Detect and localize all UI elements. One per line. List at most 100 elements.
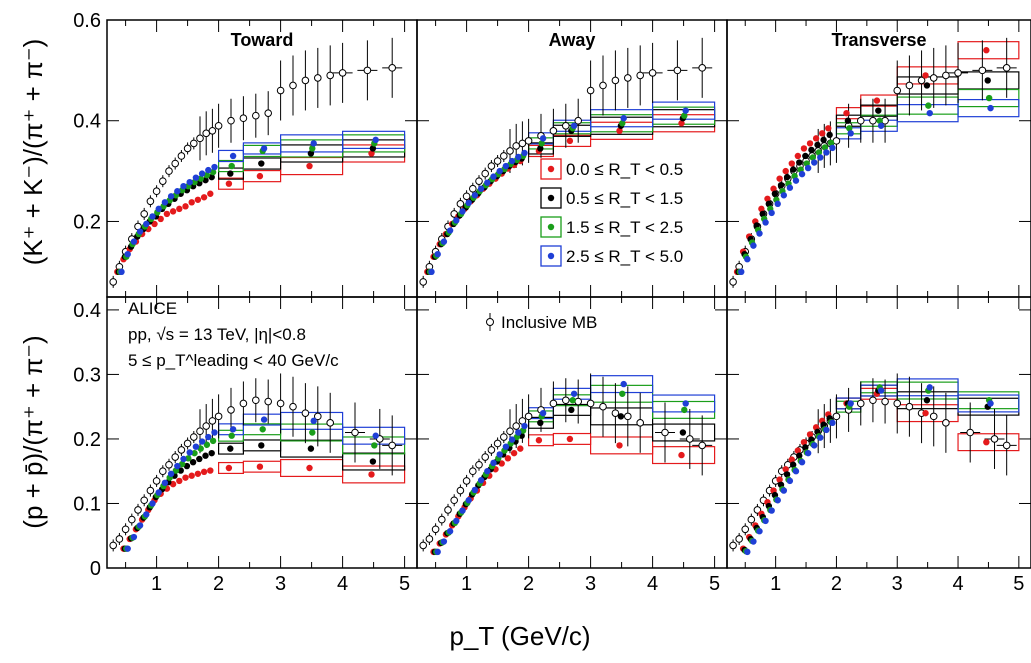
rt-point (369, 145, 377, 152)
rt-point (877, 122, 885, 129)
rt-point (440, 538, 448, 545)
rt-point (197, 175, 204, 182)
annotation-line3: 5 ≤ p_T^leading < 40 GeV/c (128, 351, 339, 370)
sys-box (342, 452, 406, 471)
rt-point (802, 444, 809, 451)
rt-point (502, 443, 510, 450)
mb-point (419, 278, 428, 286)
mb-point (905, 81, 914, 90)
mb-point (753, 506, 762, 514)
mb-point (624, 412, 632, 421)
mb-point (202, 129, 210, 138)
sys-box (651, 423, 716, 442)
rt-point (821, 144, 829, 151)
rt-point (788, 456, 795, 463)
panel-kpi-toward: 0.2 0.4 0.6 Toward (73, 10, 418, 298)
mb-point (140, 210, 148, 218)
mb-point (462, 192, 471, 201)
mb-point (574, 397, 583, 406)
rt-point (188, 199, 195, 206)
x-axis-title: p_T (GeV/c) (449, 621, 590, 651)
rt-point (682, 107, 689, 114)
x-tick-label: 2 (213, 573, 224, 595)
mb-point (1002, 441, 1011, 450)
rt-point (814, 141, 821, 149)
rt-point (143, 220, 150, 228)
rt-point (515, 429, 522, 436)
mb-point (493, 439, 502, 448)
legend-marker (547, 252, 555, 260)
rt-point (208, 173, 215, 181)
rt-point (925, 102, 932, 109)
rt-point (617, 413, 625, 420)
rt-point (926, 384, 933, 391)
rt-point (169, 480, 177, 488)
y-tick-label: 0.1 (73, 493, 101, 515)
rt-point (847, 130, 854, 137)
mb-point (190, 433, 198, 441)
legend-marker (547, 223, 555, 231)
mb-point (165, 167, 173, 175)
mb-point (469, 467, 477, 476)
rt-point (504, 455, 512, 462)
mb-point (109, 278, 117, 286)
rt-point (768, 507, 775, 514)
rt-point (798, 458, 806, 466)
sys-box (651, 446, 716, 465)
rt-point (372, 136, 379, 144)
rt-point (310, 417, 317, 425)
mb-point (301, 409, 310, 417)
mb-point (942, 419, 950, 427)
y-tick-label: 0.3 (73, 364, 101, 386)
rt-point (229, 426, 237, 433)
mb-point (171, 453, 179, 461)
legend-label: 1.5 ≤ R_T < 2.5 (566, 218, 683, 237)
rt-point (260, 416, 268, 423)
y-tick-label: 0.4 (73, 300, 101, 322)
mb-point (252, 396, 260, 405)
rt-point (163, 210, 171, 218)
rt-point (829, 144, 836, 152)
rt-point (167, 193, 175, 200)
rt-point (566, 435, 574, 443)
rt-point (923, 82, 931, 89)
rt-point (568, 406, 575, 414)
rt-point (806, 140, 814, 147)
mb-point (252, 111, 260, 120)
x-tick-label: 1 (770, 573, 781, 595)
rt-point (372, 432, 379, 439)
mb-point (171, 159, 179, 168)
rt-point (782, 167, 789, 175)
mb-point (115, 535, 124, 543)
rt-point (177, 467, 184, 474)
x-tick-label: 4 (952, 573, 963, 595)
panel-plot-area (109, 373, 406, 552)
rt-point (446, 528, 454, 535)
mb-point (419, 541, 428, 550)
panel-title: Transverse (831, 30, 926, 50)
rt-point (679, 429, 687, 436)
rt-point (205, 166, 212, 174)
rt-point (169, 208, 177, 215)
rt-point (829, 419, 836, 427)
rt-point (200, 194, 208, 201)
legend-box (540, 187, 562, 209)
rt-point (185, 455, 192, 462)
rt-point (371, 442, 378, 449)
mb-point (301, 76, 310, 85)
rt-point (806, 431, 814, 438)
mb-point (1002, 64, 1011, 72)
mb-point (152, 187, 161, 196)
rt-point (161, 199, 169, 206)
rt-point (477, 477, 485, 484)
rt-point (794, 447, 802, 454)
rt-point (796, 159, 803, 166)
mb-point (966, 428, 975, 437)
mb-point (611, 409, 620, 417)
rt-point (498, 460, 505, 467)
rt-point (130, 238, 138, 245)
mb-point (128, 515, 136, 524)
rt-point (174, 462, 181, 470)
rt-point (815, 149, 823, 156)
rt-point (759, 210, 766, 218)
